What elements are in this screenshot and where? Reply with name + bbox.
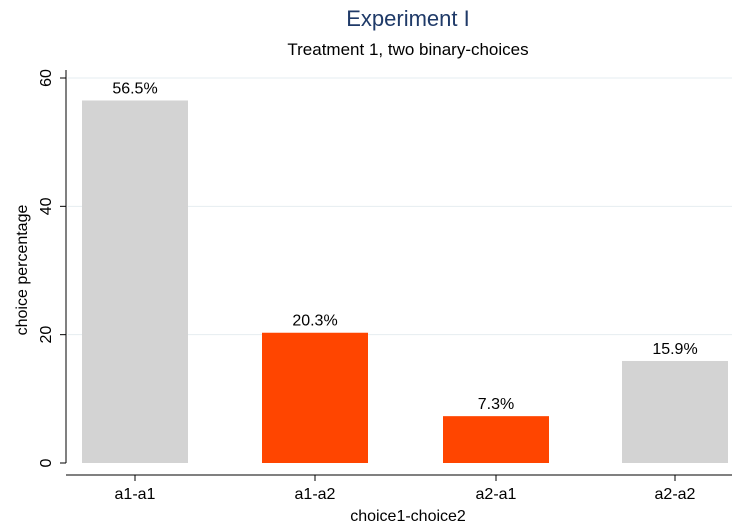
bar-value-label: 56.5% <box>112 80 157 97</box>
bar-value-label: 7.3% <box>478 396 514 413</box>
bar-value-label: 15.9% <box>652 341 697 358</box>
x-tick-label: a1-a1 <box>115 486 156 503</box>
axes <box>65 70 732 476</box>
y-tick-label: 40 <box>38 197 55 215</box>
bar <box>82 100 188 463</box>
x-tick-label: a2-a2 <box>655 486 696 503</box>
bar-value-label: 20.3% <box>292 313 337 330</box>
bar <box>262 332 368 463</box>
x-tick-label: a2-a1 <box>476 486 517 503</box>
bars <box>82 100 728 463</box>
x-tick-label: a1-a2 <box>295 486 336 503</box>
bar <box>622 360 728 463</box>
y-tick-label: 0 <box>38 458 55 467</box>
chart-subtitle: Treatment 1, two binary-choices <box>287 40 528 59</box>
x-axis-ticks: a1-a1 a1-a2 a2-a1 a2-a2 <box>115 475 696 503</box>
y-axis-ticks: 0 20 40 60 <box>38 69 66 467</box>
y-tick-label: 60 <box>38 69 55 87</box>
bar <box>443 416 549 463</box>
y-tick-label: 20 <box>38 326 55 344</box>
x-axis-title: choice1-choice2 <box>350 508 466 525</box>
bar-value-labels: 56.5% 20.3% 7.3% 15.9% <box>112 80 697 413</box>
chart-title: Experiment I <box>346 6 470 31</box>
y-axis-title: choice percentage <box>14 205 31 336</box>
